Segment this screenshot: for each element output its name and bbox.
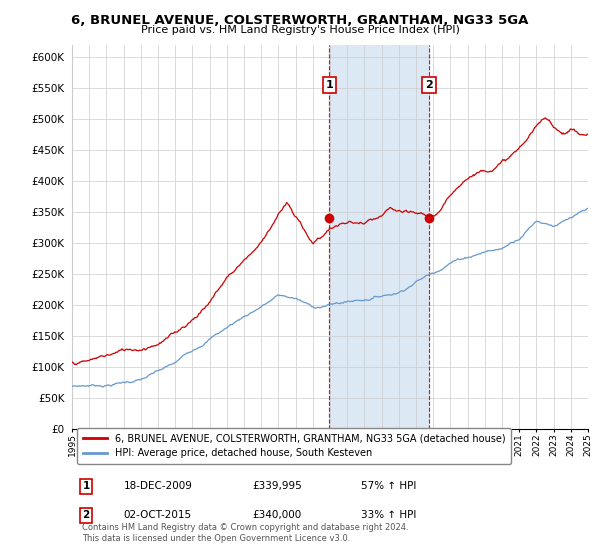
Text: 2: 2 xyxy=(425,80,433,90)
Legend: 6, BRUNEL AVENUE, COLSTERWORTH, GRANTHAM, NG33 5GA (detached house), HPI: Averag: 6, BRUNEL AVENUE, COLSTERWORTH, GRANTHAM… xyxy=(77,428,511,464)
Text: £340,000: £340,000 xyxy=(253,510,302,520)
Bar xyxy=(329,45,429,429)
Text: Price paid vs. HM Land Registry's House Price Index (HPI): Price paid vs. HM Land Registry's House … xyxy=(140,25,460,35)
Text: £339,995: £339,995 xyxy=(253,482,302,492)
Text: 1: 1 xyxy=(325,80,333,90)
Text: 6, BRUNEL AVENUE, COLSTERWORTH, GRANTHAM, NG33 5GA: 6, BRUNEL AVENUE, COLSTERWORTH, GRANTHAM… xyxy=(71,14,529,27)
Text: 1: 1 xyxy=(82,482,89,492)
Text: 33% ↑ HPI: 33% ↑ HPI xyxy=(361,510,416,520)
Text: 02-OCT-2015: 02-OCT-2015 xyxy=(124,510,192,520)
Text: Contains HM Land Registry data © Crown copyright and database right 2024.
This d: Contains HM Land Registry data © Crown c… xyxy=(82,524,409,543)
Text: 57% ↑ HPI: 57% ↑ HPI xyxy=(361,482,416,492)
Text: 2: 2 xyxy=(82,510,89,520)
Text: 18-DEC-2009: 18-DEC-2009 xyxy=(124,482,193,492)
